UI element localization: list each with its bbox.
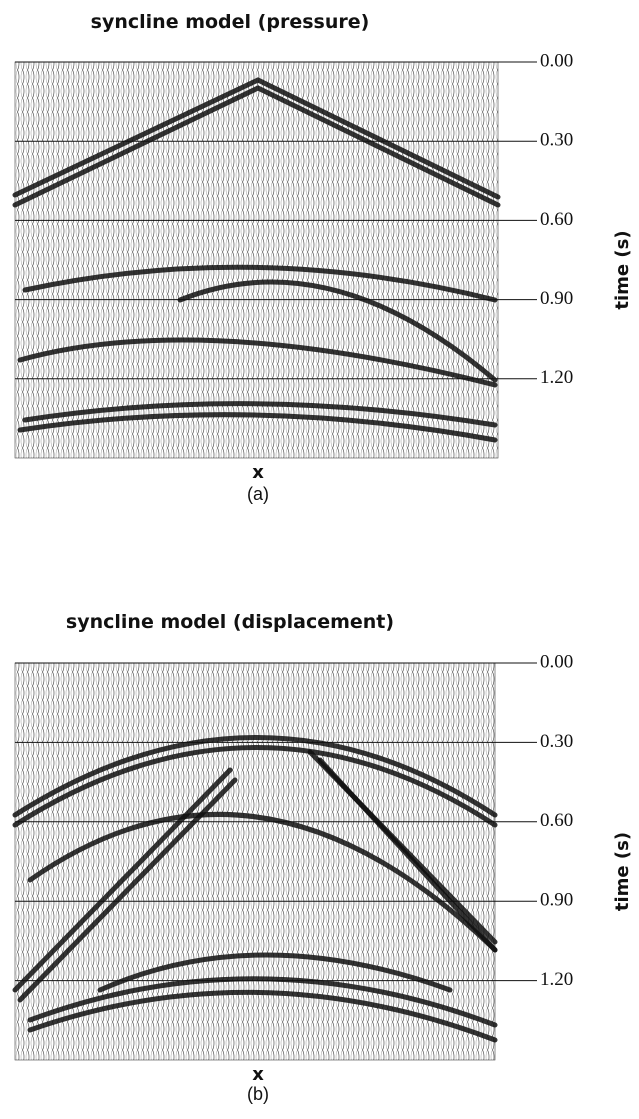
caption: (b) (247, 1084, 269, 1104)
reflection-event (27, 811, 498, 953)
reflection-event (97, 952, 453, 993)
y-tick-label: 0.00 (540, 50, 573, 71)
y-tick-label: 0.30 (540, 731, 573, 752)
reflection-event (27, 989, 498, 1043)
chart-title: syncline model (pressure) (91, 11, 370, 33)
x-axis-label: x (252, 1064, 264, 1085)
reflection-event (17, 412, 498, 443)
reflection-event (22, 264, 498, 303)
y-tick-label: 0.00 (540, 651, 573, 672)
y-tick-label: 0.60 (540, 209, 573, 230)
reflection-event (12, 77, 501, 200)
chart-title: syncline model (displacement) (66, 611, 394, 633)
reflection-event (12, 745, 498, 828)
seismic-section (14, 61, 499, 459)
reflection-event (12, 767, 233, 993)
reflection-event (17, 777, 238, 1003)
y-tick-label: 0.90 (540, 288, 573, 309)
reflection-event (17, 337, 498, 388)
y-axis-label: time (s) (612, 230, 633, 309)
y-tick-label: 1.20 (540, 969, 573, 990)
y-tick-label: 0.30 (540, 130, 573, 151)
y-tick-label: 0.90 (540, 890, 573, 911)
y-axis-label: time (s) (612, 832, 633, 911)
reflection-event (22, 401, 498, 428)
reflection-event (177, 279, 498, 383)
reflection-event (27, 976, 498, 1028)
reflection-event (307, 749, 498, 945)
y-tick-label: 0.60 (540, 810, 573, 831)
caption: (a) (247, 484, 269, 504)
reflection-event (12, 735, 498, 818)
x-axis-label: x (252, 462, 264, 483)
reflection-event (12, 85, 501, 208)
y-tick-label: 1.20 (540, 367, 573, 388)
